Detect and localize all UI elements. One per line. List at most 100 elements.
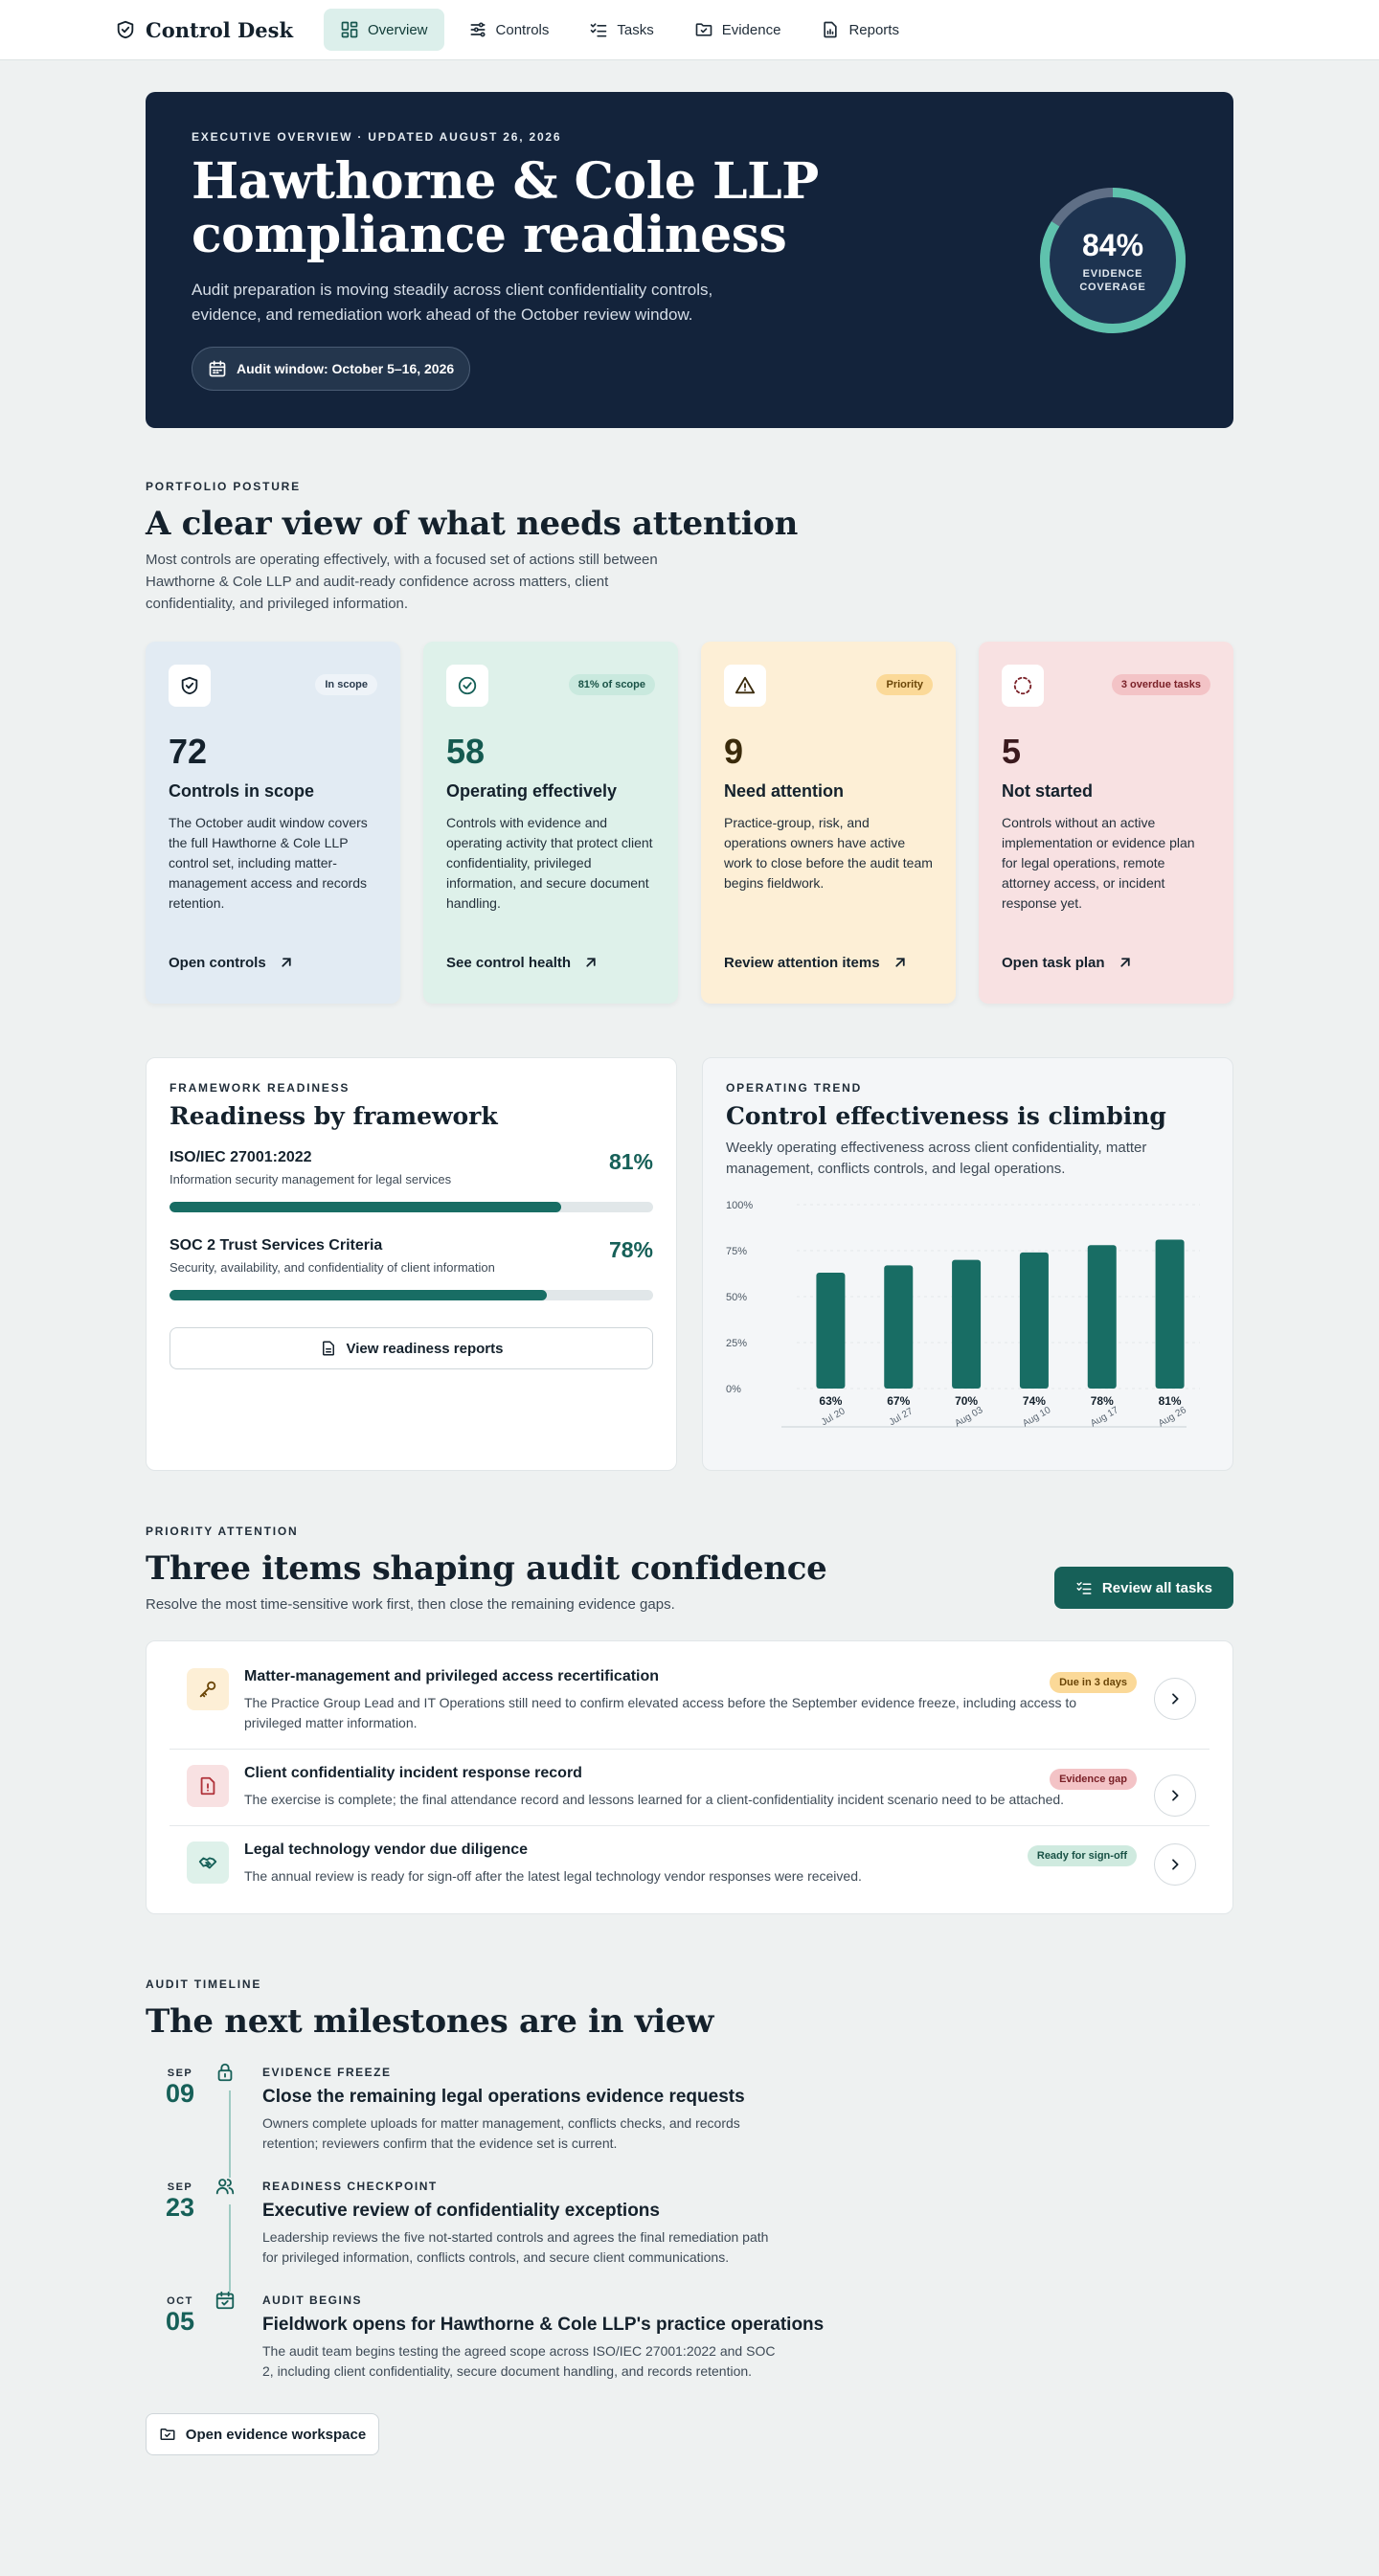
timeline-connector	[229, 2090, 231, 2178]
portfolio-title: A clear view of what needs attention	[146, 505, 799, 543]
report-icon	[821, 20, 840, 39]
bar	[1087, 1245, 1117, 1389]
milestone-tag: AUDIT BEGINS	[262, 2294, 363, 2307]
milestone-title: Close the remaining legal operations evi…	[262, 2087, 745, 2107]
bar	[884, 1265, 914, 1389]
list-item: Client confidentiality incident response…	[170, 1750, 1209, 1826]
y-tick-label: 0%	[726, 1384, 741, 1395]
top-nav: Control Desk Overview Controls Tasks Evi…	[0, 0, 1379, 60]
milestone-day: 09	[165, 2079, 195, 2108]
shield-check-icon	[169, 665, 211, 707]
y-tick-label: 75%	[726, 1246, 747, 1257]
milestone: SEP 09 EVIDENCE FREEZE Close the remaini…	[146, 2062, 1233, 2178]
nav-item-label: Overview	[368, 21, 428, 38]
chevron-right-icon	[1167, 1788, 1183, 1803]
button-label: Review all tasks	[1101, 1579, 1212, 1596]
card-operating-effectively: 81% of scope 58 Operating effectively Co…	[423, 642, 678, 1004]
status-badge: Due in 3 days	[1050, 1672, 1137, 1693]
status-badge: In scope	[315, 674, 377, 695]
folder-icon	[159, 2426, 176, 2443]
card-description: Controls with evidence and operating act…	[446, 815, 653, 911]
y-tick-label: 25%	[726, 1338, 747, 1349]
bar	[1155, 1239, 1185, 1389]
card-title: Not started	[1002, 781, 1094, 801]
milestone-month: OCT	[167, 2295, 193, 2307]
nav-item-tasks[interactable]: Tasks	[573, 9, 669, 51]
shield-icon	[115, 19, 136, 40]
card-link-label: Review attention items	[724, 954, 880, 971]
x-tick-label: Aug 10	[1021, 1405, 1052, 1430]
gauge-value: 84%	[1081, 227, 1144, 262]
x-tick-label: Aug 26	[1157, 1405, 1188, 1430]
operating-trend-panel: OPERATING TREND Control effectiveness is…	[702, 1057, 1233, 1471]
milestone-description: Leadership reviews the five not-started …	[262, 2229, 769, 2265]
milestone-month: SEP	[167, 2068, 193, 2079]
review-attention-items-link[interactable]: Review attention items	[724, 954, 909, 971]
bar-value-label: 81%	[1159, 1394, 1182, 1408]
nav-item-evidence[interactable]: Evidence	[678, 9, 798, 51]
dashed-circle-icon	[1002, 665, 1044, 707]
open-evidence-workspace-button[interactable]: Open evidence workspace	[146, 2413, 379, 2455]
open-task-button[interactable]	[1154, 1774, 1196, 1817]
card-need-attention: Priority 9 Need attention Practice-group…	[701, 642, 956, 1004]
card-link-label: Open task plan	[1002, 954, 1105, 971]
priority-description: Resolve the most time-sensitive work fir…	[146, 1596, 675, 1613]
milestone-tag: EVIDENCE FREEZE	[262, 2066, 392, 2079]
nav-item-overview[interactable]: Overview	[324, 9, 444, 51]
lock-icon	[215, 2062, 247, 2083]
view-readiness-reports-button[interactable]: View readiness reports	[170, 1327, 653, 1369]
nav-item-controls[interactable]: Controls	[452, 9, 566, 51]
hero-title: Hawthorne & Cole LLP compliance readines…	[192, 152, 819, 264]
open-task-button[interactable]	[1154, 1843, 1196, 1886]
status-badge: Ready for sign-off	[1027, 1845, 1137, 1866]
bar	[952, 1259, 982, 1389]
audit-window-pill: Audit window: October 5–16, 2026	[192, 347, 471, 391]
list-item: Legal technology vendor due diligence Th…	[170, 1826, 1209, 1902]
open-task-button[interactable]	[1154, 1678, 1196, 1720]
priority-task-list: Matter-management and privileged access …	[146, 1640, 1233, 1914]
bar-value-label: 67%	[887, 1394, 910, 1408]
framework-eyebrow: FRAMEWORK READINESS	[170, 1081, 350, 1095]
task-title: Matter-management and privileged access …	[244, 1668, 660, 1684]
key-icon	[187, 1668, 229, 1710]
review-all-tasks-button[interactable]: Review all tasks	[1053, 1567, 1233, 1609]
nav-item-label: Evidence	[721, 21, 781, 38]
priority-section: PRIORITY ATTENTION Three items shaping a…	[146, 1525, 1233, 1914]
list-item: Matter-management and privileged access …	[170, 1653, 1209, 1750]
checklist-icon	[589, 20, 608, 39]
status-badge: 81% of scope	[568, 674, 655, 695]
status-badge: Priority	[876, 674, 933, 695]
framework-item: SOC 2 Trust Services Criteria Security, …	[170, 1237, 653, 1300]
priority-eyebrow: PRIORITY ATTENTION	[146, 1525, 299, 1538]
card-title: Controls in scope	[169, 781, 315, 801]
framework-name: SOC 2 Trust Services Criteria	[170, 1237, 383, 1254]
calendar-check-icon	[215, 2290, 247, 2311]
framework-readiness-panel: FRAMEWORK READINESS Readiness by framewo…	[146, 1057, 677, 1471]
portfolio-section: PORTFOLIO POSTURE A clear view of what n…	[146, 480, 1233, 1004]
bar-value-label: 78%	[1091, 1394, 1114, 1408]
bar	[816, 1273, 846, 1389]
milestone: SEP 23 READINESS CHECKPOINT Executive re…	[146, 2176, 1233, 2292]
progress-fill	[170, 1290, 547, 1300]
arrow-up-right-icon	[582, 954, 599, 971]
see-control-health-link[interactable]: See control health	[446, 954, 599, 971]
brand[interactable]: Control Desk	[115, 18, 293, 42]
task-description: The Practice Group Lead and IT Operation…	[244, 1695, 1077, 1730]
y-tick-label: 50%	[726, 1292, 747, 1303]
x-tick-label: Jul 20	[820, 1406, 848, 1428]
x-tick-label: Jul 27	[888, 1406, 916, 1428]
framework-percent: 81%	[608, 1149, 653, 1174]
task-description: The annual review is ready for sign-off …	[244, 1868, 862, 1884]
card-link-label: Open controls	[169, 954, 266, 971]
milestone: OCT 05 AUDIT BEGINS Fieldwork opens for …	[146, 2290, 1233, 2404]
open-task-plan-link[interactable]: Open task plan	[1002, 954, 1134, 971]
arrow-up-right-icon	[278, 954, 295, 971]
document-icon	[320, 1340, 337, 1357]
calendar-icon	[208, 359, 227, 378]
open-controls-link[interactable]: Open controls	[169, 954, 295, 971]
arrow-up-right-icon	[892, 954, 909, 971]
nav-item-reports[interactable]: Reports	[804, 9, 916, 51]
milestone-description: Owners complete uploads for matter manag…	[262, 2115, 740, 2151]
alert-file-icon	[187, 1765, 229, 1807]
